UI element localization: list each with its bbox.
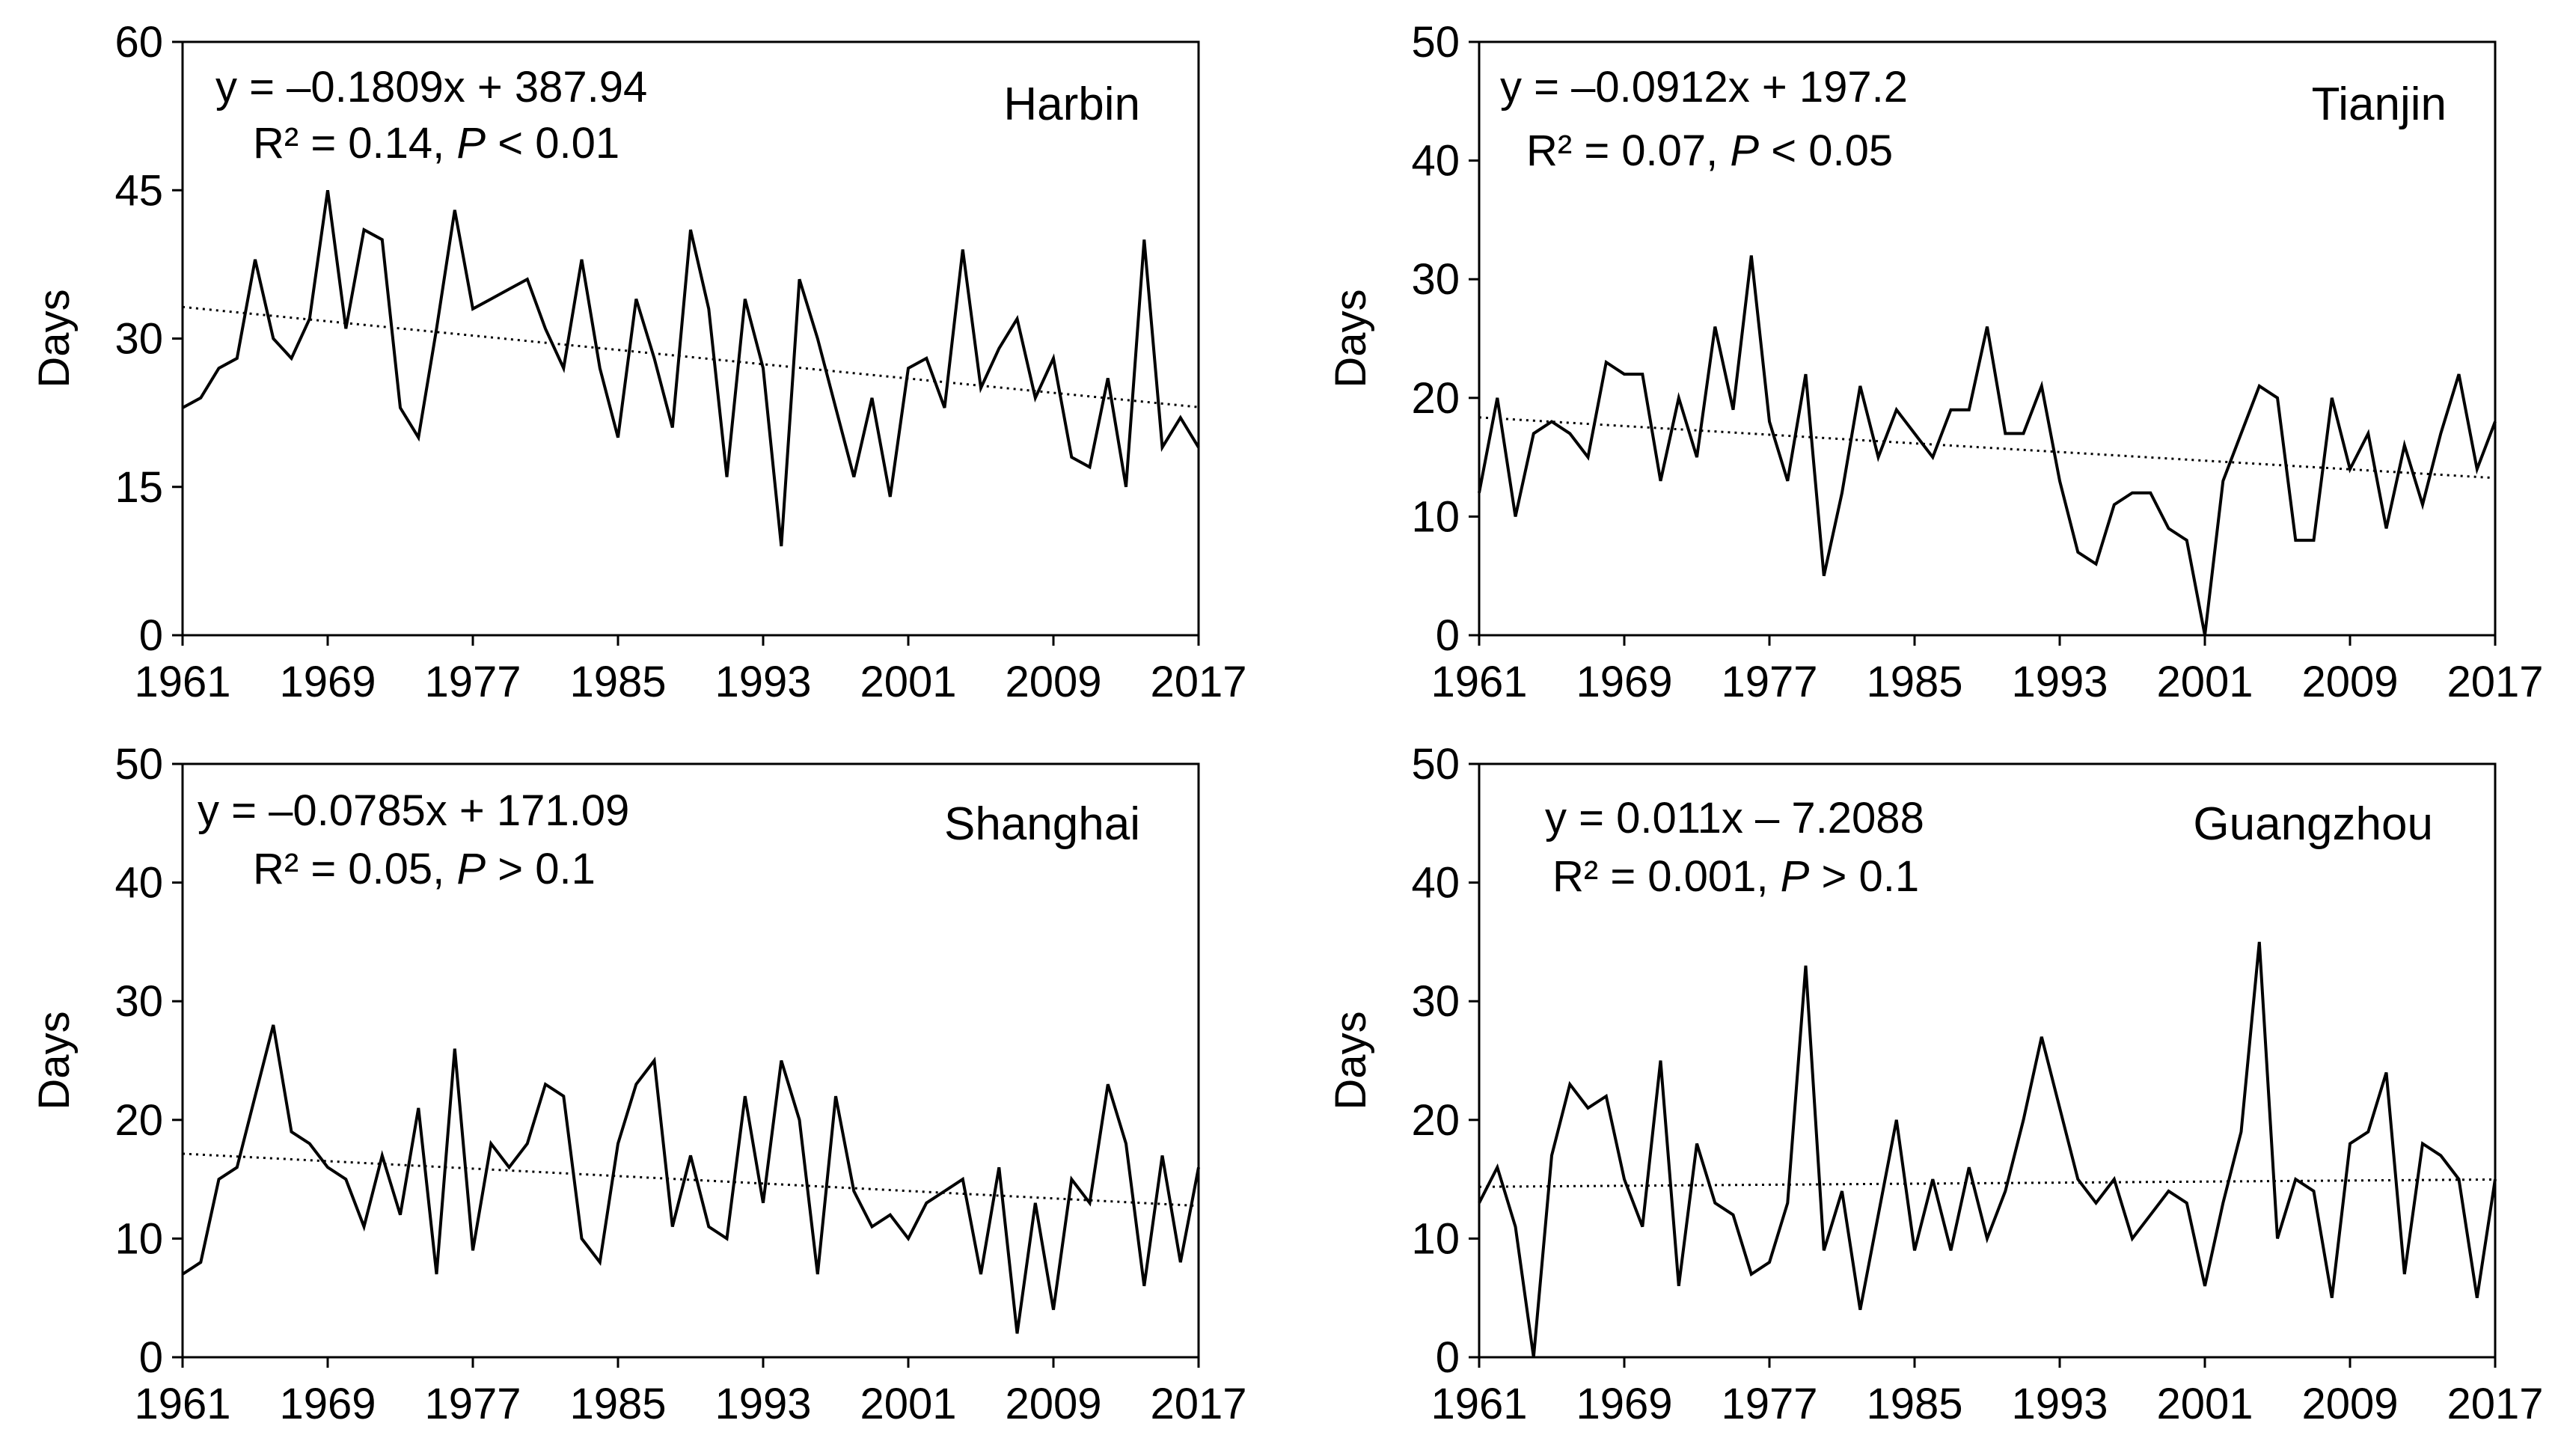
r2-p-value: R² = 0.14, P < 0.01 bbox=[253, 119, 619, 168]
y-tick-label: 0 bbox=[1436, 611, 1460, 660]
y-tick-label: 30 bbox=[1411, 255, 1460, 304]
y-tick-label: 10 bbox=[1411, 492, 1460, 541]
trend-line bbox=[182, 305, 1199, 409]
x-tick-label: 2001 bbox=[2156, 658, 2253, 706]
x-tick-label: 1969 bbox=[1576, 1380, 1672, 1428]
trend-line bbox=[1478, 416, 2496, 480]
y-tick-label: 20 bbox=[114, 1096, 163, 1145]
x-tick-label: 2017 bbox=[1150, 1380, 1246, 1428]
x-tick-label: 1985 bbox=[569, 1380, 666, 1428]
y-tick-label: 30 bbox=[114, 315, 163, 364]
y-tick-label: 30 bbox=[1411, 977, 1460, 1026]
x-tick-label: 1985 bbox=[569, 658, 666, 706]
y-tick-label: 20 bbox=[1411, 374, 1460, 423]
y-axis-label: Days bbox=[30, 1011, 79, 1110]
regression-equation: y = 0.011x – 7.2088 bbox=[1545, 794, 1924, 842]
x-tick-label: 1977 bbox=[424, 658, 521, 706]
chart-panel-tianjin: 0 10 20 30 40 50 1961 1969 1977 1985 1993 2001 2009 2… bbox=[1327, 18, 2544, 706]
y-tick-label: 30 bbox=[114, 977, 163, 1026]
y-tick-label: 50 bbox=[1411, 18, 1460, 67]
chart-title: Tianjin bbox=[2312, 79, 2447, 130]
y-tick-label: 10 bbox=[1411, 1214, 1460, 1263]
y-tick-label: 40 bbox=[1411, 859, 1460, 908]
chart-panel-shanghai: 0 10 20 30 40 50 1961 1969 1977 1985 1993 2001 2009 2… bbox=[30, 740, 1247, 1428]
y-axis-label: Days bbox=[30, 289, 79, 388]
y-tick-label: 50 bbox=[114, 740, 163, 789]
x-tick-label: 2009 bbox=[2301, 658, 2398, 706]
x-tick-label: 1969 bbox=[279, 1380, 376, 1428]
x-tick-label: 2009 bbox=[1005, 1380, 1101, 1428]
r2-p-value: R² = 0.05, P > 0.1 bbox=[253, 845, 596, 893]
y-tick-label: 0 bbox=[139, 611, 163, 660]
chart-panel-harbin: 0 15 30 45 60 1961 1969 1977 1985 1993 2001 2009 201… bbox=[30, 18, 1247, 706]
x-tick-label: 1969 bbox=[279, 658, 376, 706]
x-tick-label: 1977 bbox=[1721, 658, 1817, 706]
trend-line bbox=[182, 1152, 1199, 1208]
series-line bbox=[1478, 255, 2497, 636]
chart-title: Shanghai bbox=[944, 798, 1140, 850]
regression-equation: y = –0.1809x + 387.94 bbox=[215, 63, 647, 111]
plot-frame bbox=[181, 762, 1200, 1359]
y-tick-label: 10 bbox=[114, 1214, 163, 1263]
chart-title: Guangzhou bbox=[2193, 798, 2433, 850]
x-tick-label: 1961 bbox=[134, 1380, 230, 1428]
plot-frame bbox=[1478, 762, 2497, 1359]
x-tick-label: 1993 bbox=[715, 658, 811, 706]
y-tick-label: 20 bbox=[1411, 1096, 1460, 1145]
x-tick-label: 1977 bbox=[1721, 1380, 1817, 1428]
x-tick-label: 2017 bbox=[2447, 658, 2543, 706]
x-tick-label: 2009 bbox=[2301, 1380, 2398, 1428]
chart-title: Harbin bbox=[1003, 79, 1140, 130]
x-tick-label: 1993 bbox=[2011, 658, 2108, 706]
y-axis-label: Days bbox=[1327, 289, 1375, 388]
x-tick-label: 1961 bbox=[1431, 658, 1527, 706]
x-tick-label: 2009 bbox=[1005, 658, 1101, 706]
x-tick-label: 1985 bbox=[1866, 658, 1962, 706]
x-tick-label: 1969 bbox=[1576, 658, 1672, 706]
x-tick-label: 1977 bbox=[424, 1380, 521, 1428]
regression-equation: y = –0.0785x + 171.09 bbox=[198, 786, 629, 835]
y-axis-label: Days bbox=[1327, 1011, 1375, 1110]
series-line bbox=[181, 1024, 1200, 1334]
y-tick-label: 60 bbox=[114, 18, 163, 67]
y-tick-label: 50 bbox=[1411, 740, 1460, 789]
y-tick-label: 15 bbox=[114, 463, 163, 512]
regression-equation: y = –0.0912x + 197.2 bbox=[1500, 63, 1908, 111]
r2-p-value: R² = 0.07, P < 0.05 bbox=[1526, 126, 1893, 175]
x-tick-label: 1993 bbox=[715, 1380, 811, 1428]
y-tick-label: 0 bbox=[139, 1333, 163, 1382]
chart-panel-guangzhou: 0 10 20 30 40 50 1961 1969 1977 1985 1993 2001 2009 2… bbox=[1327, 740, 2544, 1428]
y-tick-label: 0 bbox=[1436, 1333, 1460, 1382]
x-tick-label: 2001 bbox=[860, 1380, 956, 1428]
series-line bbox=[1478, 941, 2497, 1358]
x-tick-label: 1993 bbox=[2011, 1380, 2108, 1428]
x-tick-label: 2017 bbox=[2447, 1380, 2543, 1428]
x-tick-label: 1985 bbox=[1866, 1380, 1962, 1428]
x-tick-label: 1961 bbox=[134, 658, 230, 706]
series-line bbox=[182, 190, 1200, 547]
x-tick-label: 2017 bbox=[1150, 658, 1246, 706]
plot-frame bbox=[1478, 40, 2497, 637]
trend-line bbox=[1478, 1178, 2496, 1188]
y-tick-label: 40 bbox=[1411, 137, 1460, 186]
x-tick-label: 2001 bbox=[2156, 1380, 2253, 1428]
r2-p-value: R² = 0.001, P > 0.1 bbox=[1552, 852, 1919, 901]
x-tick-label: 2001 bbox=[860, 658, 956, 706]
x-tick-label: 1961 bbox=[1431, 1380, 1527, 1428]
y-tick-label: 45 bbox=[114, 166, 163, 215]
y-tick-label: 40 bbox=[114, 859, 163, 908]
